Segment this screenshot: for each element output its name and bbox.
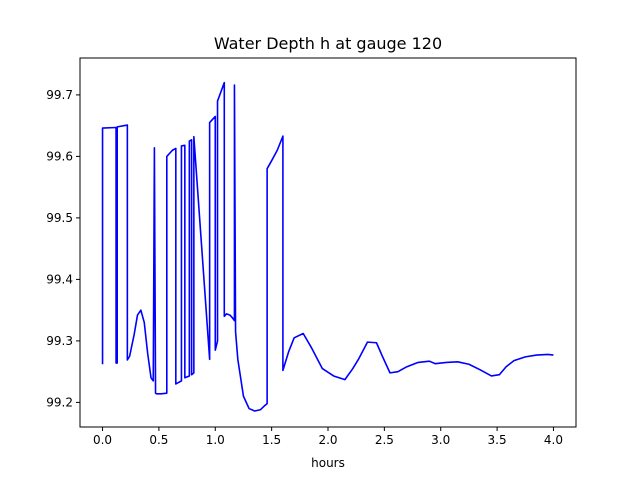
x-tick-label: 0.0 bbox=[93, 433, 112, 447]
y-tick-label: 99.7 bbox=[46, 88, 73, 102]
y-tick-label: 99.2 bbox=[46, 395, 73, 409]
plot-area bbox=[101, 81, 554, 412]
x-axis-label: hours bbox=[311, 456, 345, 470]
x-tick-label: 0.5 bbox=[149, 433, 168, 447]
y-tick-label: 99.4 bbox=[46, 272, 73, 286]
x-tick-label: 4.0 bbox=[544, 433, 563, 447]
x-tick-label: 1.0 bbox=[206, 433, 225, 447]
x-tick-label: 3.5 bbox=[488, 433, 507, 447]
y-tick-label: 99.3 bbox=[46, 334, 73, 348]
x-tick-label: 3.0 bbox=[431, 433, 450, 447]
chart-title: Water Depth h at gauge 120 bbox=[214, 34, 442, 53]
x-tick-label: 2.0 bbox=[318, 433, 337, 447]
axis-ticks: 0.0 0.5 1.0 1.5 2.0 2.5 3.0 3.5 4.0 99.2 99.3 99.4 9… bbox=[46, 88, 563, 447]
y-tick-label: 99.6 bbox=[46, 149, 73, 163]
x-tick-label: 2.5 bbox=[375, 433, 394, 447]
x-tick-label: 1.5 bbox=[262, 433, 281, 447]
y-tick-label: 99.5 bbox=[46, 211, 73, 225]
plot-frame bbox=[79, 57, 577, 428]
series-line-0 bbox=[101, 81, 554, 412]
